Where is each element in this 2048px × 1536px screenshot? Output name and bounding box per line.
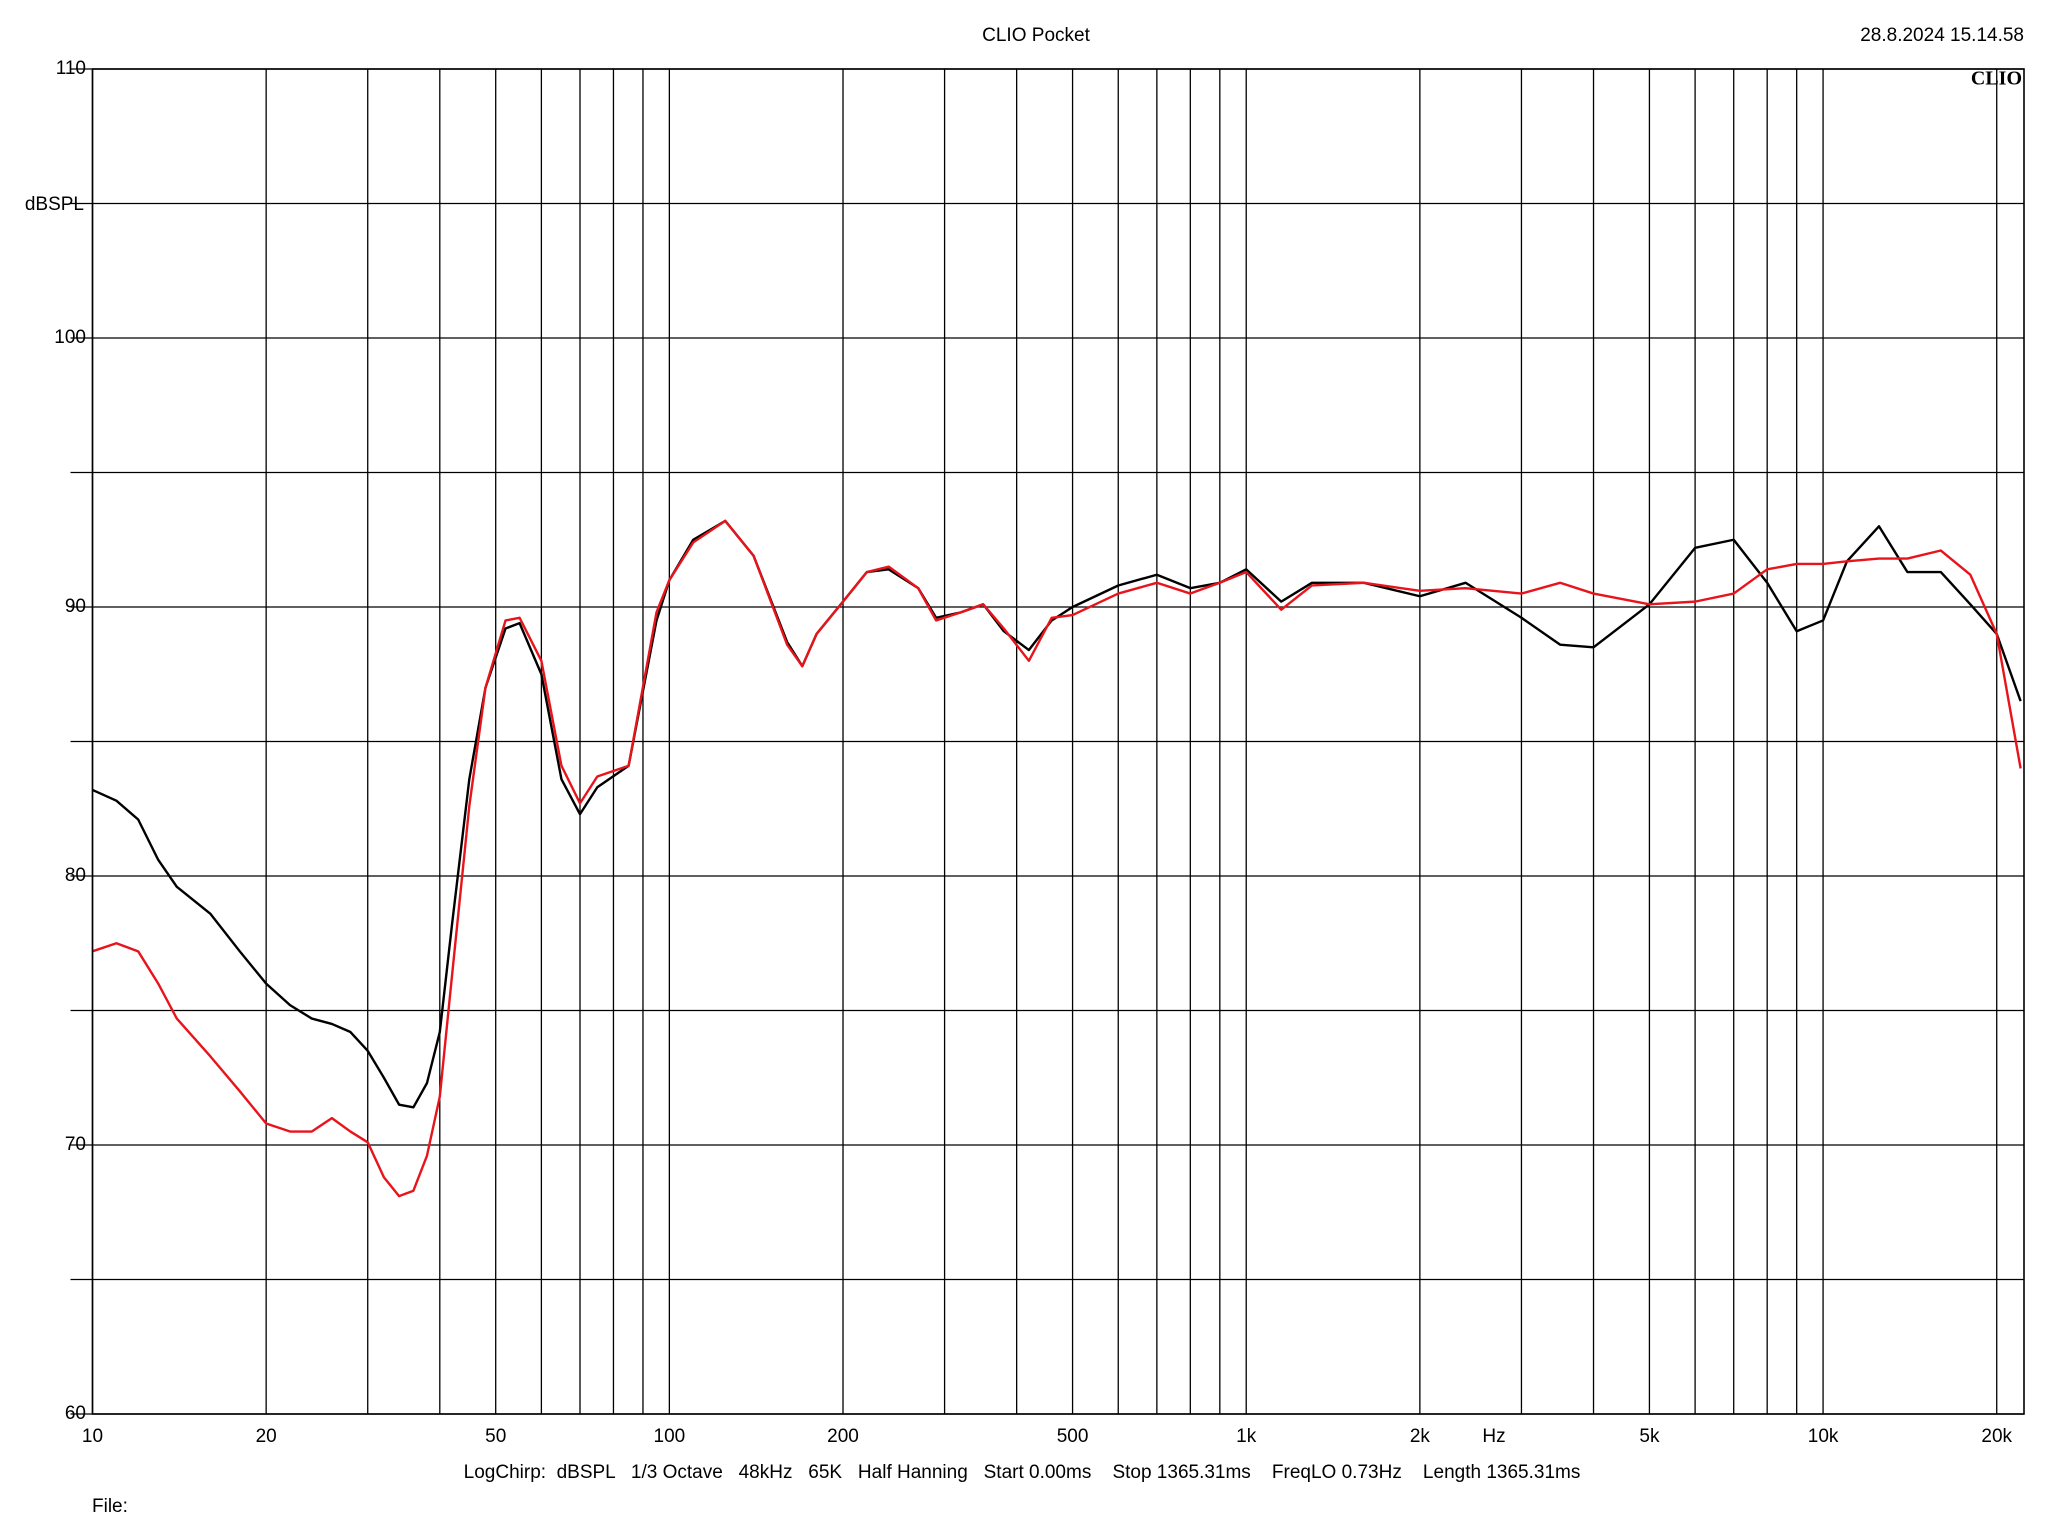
footer: LogChirp: dBSPL 1/3 Octave 48kHz 65K Hal…	[464, 1462, 1581, 1483]
y-tick-label: 60	[65, 1403, 86, 1424]
plot-lines	[92, 519, 2022, 1198]
x-tick-label: 20	[256, 1426, 277, 1447]
x-tick-label: 20k	[1981, 1426, 2012, 1447]
plot-frame	[91, 68, 2025, 1415]
x-tick-label: 500	[1057, 1426, 1089, 1447]
y-tick-label: 100	[54, 327, 86, 348]
x-tick-label: 5k	[1639, 1426, 1660, 1447]
x-tick-label: 50	[485, 1426, 506, 1447]
x-tick-label: 2k	[1410, 1426, 1431, 1447]
series-line	[92, 519, 2022, 1198]
x-tick-label: 10k	[1808, 1426, 1839, 1447]
x-tick-label: 100	[654, 1426, 686, 1447]
timestamp: 28.8.2024 15.14.58	[1860, 25, 2024, 46]
file-label: File:	[92, 1496, 128, 1517]
y-tick-label: 110	[56, 58, 86, 79]
y-tick-label: 80	[65, 865, 86, 886]
grid	[70, 68, 2024, 1415]
x-tick-label: 1k	[1236, 1426, 1257, 1447]
x-axis-label: Hz	[1482, 1426, 1505, 1447]
series-line	[92, 519, 2022, 1109]
x-tick-label: 10	[82, 1426, 103, 1447]
y-tick-label: 70	[65, 1134, 86, 1155]
chart-title: CLIO Pocket	[982, 25, 1090, 46]
y-axis-label: dBSPL	[25, 194, 84, 215]
x-tick-label: 200	[827, 1426, 859, 1447]
y-tick-label: 90	[65, 596, 86, 617]
